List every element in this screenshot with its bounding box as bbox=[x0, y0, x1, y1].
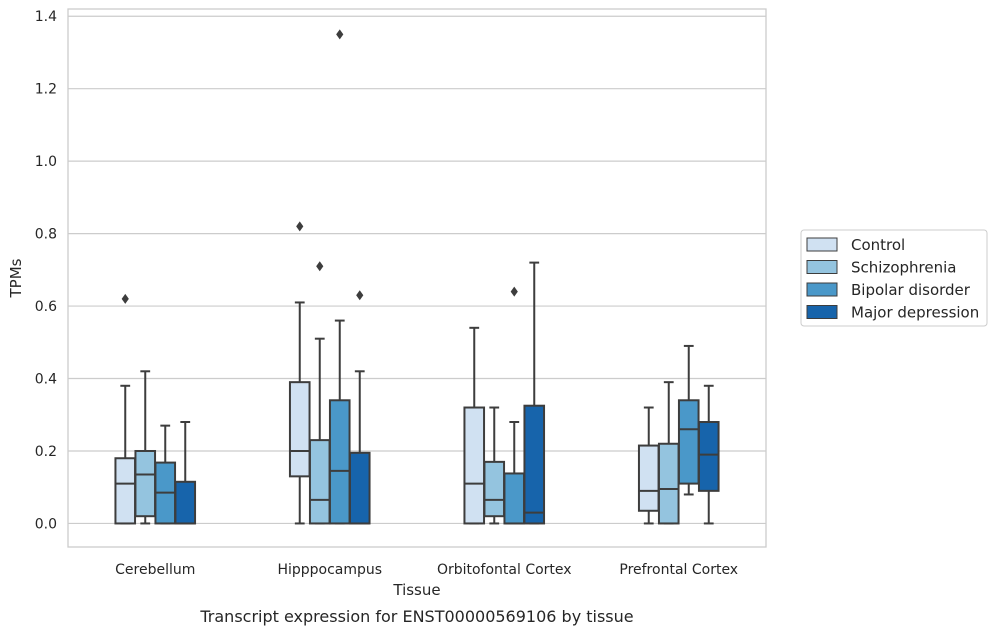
legend-item-bipolar-disorder: Bipolar disorder bbox=[806, 281, 971, 299]
y-tick-label-0-0: 0.0 bbox=[35, 516, 57, 532]
legend-item-control: Control bbox=[806, 236, 905, 254]
x-tick-label-prefrontal-cortex: Prefrontal Cortex bbox=[619, 562, 738, 578]
legend-item-major-depression: Major depression bbox=[806, 304, 979, 322]
boxes bbox=[114, 29, 720, 525]
box-schizophrenia-hipppocampus bbox=[308, 261, 331, 525]
box-body bbox=[114, 457, 137, 525]
y-axis-label: TPMs bbox=[7, 258, 25, 298]
box-body bbox=[463, 406, 486, 525]
box-body bbox=[503, 472, 526, 525]
box-body bbox=[134, 449, 157, 518]
legend-label: Control bbox=[851, 236, 905, 254]
box-control-prefrontal-cortex bbox=[637, 406, 660, 525]
y-tick-label-0-4: 0.4 bbox=[35, 372, 57, 388]
box-major-depression-hipppocampus bbox=[348, 290, 371, 525]
box-body bbox=[288, 381, 311, 478]
box-bipolar-disorder-prefrontal-cortex bbox=[677, 344, 700, 496]
box-body bbox=[677, 399, 700, 485]
box-body bbox=[348, 451, 371, 525]
x-tick-label-orbitofontal-cortex: Orbitofontal Cortex bbox=[437, 562, 572, 578]
legend-swatch bbox=[806, 305, 838, 319]
y-tick-label-0-6: 0.6 bbox=[35, 299, 57, 315]
plot-frame bbox=[67, 8, 767, 548]
box-schizophrenia-prefrontal-cortex bbox=[657, 381, 680, 525]
legend-item-schizophrenia: Schizophrenia bbox=[806, 259, 956, 277]
y-tick-label-1-0: 1.0 bbox=[35, 154, 57, 170]
y-tick-label-0-2: 0.2 bbox=[35, 444, 57, 460]
box-body bbox=[657, 442, 680, 525]
y-tick-label-0-8: 0.8 bbox=[35, 227, 57, 243]
box-control-cerebellum bbox=[114, 293, 137, 525]
y-tick-label-1-2: 1.2 bbox=[35, 82, 57, 98]
box-schizophrenia-orbitofontal-cortex bbox=[483, 406, 506, 525]
box-major-depression-cerebellum bbox=[174, 421, 197, 525]
box-body bbox=[523, 404, 546, 525]
y-tick-label-1-4: 1.4 bbox=[35, 9, 57, 25]
box-body bbox=[308, 439, 331, 525]
box-body bbox=[328, 399, 351, 525]
legend-label: Bipolar disorder bbox=[851, 281, 971, 299]
outlier-point bbox=[296, 221, 304, 232]
legend-swatch bbox=[806, 237, 838, 252]
x-tick-labels: Cerebellum Hipppocampus Orbitofontal Corte… bbox=[115, 562, 738, 578]
legend: Control Schizophrenia Bipolar disorder Majo… bbox=[800, 229, 988, 327]
outlier-point bbox=[336, 29, 344, 40]
box-body bbox=[697, 421, 720, 492]
box-bipolar-disorder-hipppocampus bbox=[328, 29, 351, 525]
legend-swatch bbox=[806, 282, 838, 297]
x-tick-label-hipppocampus: Hipppocampus bbox=[277, 562, 382, 578]
legend-swatch bbox=[806, 260, 838, 274]
outlier-point bbox=[316, 261, 324, 272]
box-major-depression-orbitofontal-cortex bbox=[523, 261, 546, 525]
box-schizophrenia-cerebellum bbox=[134, 370, 157, 525]
box-bipolar-disorder-cerebellum bbox=[154, 424, 177, 525]
box-major-depression-prefrontal-cortex bbox=[697, 384, 720, 525]
outlier-point bbox=[510, 286, 518, 297]
box-control-orbitofontal-cortex bbox=[463, 326, 486, 525]
box-control-hipppocampus bbox=[288, 221, 311, 525]
box-body bbox=[637, 444, 660, 512]
outlier-point bbox=[356, 290, 364, 301]
x-tick-label-cerebellum: Cerebellum bbox=[115, 562, 195, 578]
box-bipolar-disorder-orbitofontal-cortex bbox=[503, 286, 526, 525]
box-body bbox=[483, 460, 506, 518]
box-body bbox=[174, 480, 197, 525]
legend-frame bbox=[800, 229, 988, 327]
legend-label: Major depression bbox=[851, 304, 979, 322]
outlier-point bbox=[121, 293, 129, 304]
x-axis-label: Tissue bbox=[392, 581, 440, 599]
y-tick-labels: 0.0 0.2 0.4 0.6 0.8 1.0 1.2 1.4 bbox=[35, 9, 57, 532]
legend-label: Schizophrenia bbox=[851, 259, 956, 277]
chart-caption: Transcript expression for ENST0000056910… bbox=[199, 607, 633, 626]
